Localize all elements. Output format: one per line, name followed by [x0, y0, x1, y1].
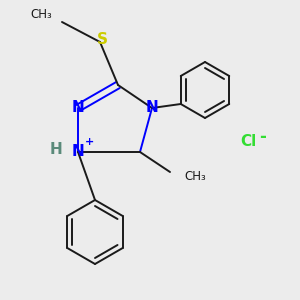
Text: +: +	[84, 137, 94, 147]
Text: N: N	[72, 100, 84, 116]
Text: Cl: Cl	[240, 134, 256, 149]
Text: CH₃: CH₃	[30, 8, 52, 20]
Text: N: N	[146, 100, 158, 116]
Text: N: N	[72, 145, 84, 160]
Text: CH₃: CH₃	[184, 169, 206, 182]
Text: H: H	[50, 142, 62, 158]
Text: -: -	[260, 128, 266, 146]
Text: S: S	[97, 32, 107, 47]
